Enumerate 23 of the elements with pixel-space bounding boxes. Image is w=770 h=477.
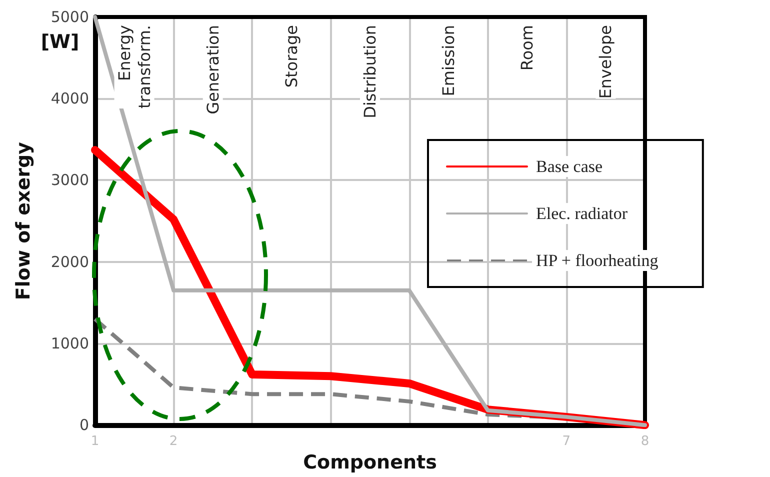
annotation: Emission xyxy=(439,25,458,96)
y-tick-label: 5000 xyxy=(50,8,89,26)
x-tick-label: 2 xyxy=(169,434,178,450)
y-tick-label: 4000 xyxy=(50,90,89,108)
legend-label: Elec. radiator xyxy=(536,204,628,223)
annotation: Energy transform. xyxy=(114,25,154,109)
x-tick-label: 8 xyxy=(640,434,650,450)
text: [W] xyxy=(40,31,80,53)
y-tick-label: 1000 xyxy=(50,334,89,352)
y-tick-label: 0 xyxy=(79,416,89,434)
x-tick-label: 7 xyxy=(562,434,571,450)
annotation: Storage xyxy=(282,25,301,88)
y-tick-label: 3000 xyxy=(50,171,89,190)
annotation: Room xyxy=(518,25,537,71)
x-axis-title: Components xyxy=(303,452,437,474)
annotation: Generation xyxy=(203,25,222,114)
x-tick-label: 1 xyxy=(90,434,100,450)
annotation: Envelope xyxy=(596,25,616,99)
legend-label: HP + floorheating xyxy=(536,251,659,270)
y-tick-label: 2000 xyxy=(50,252,89,271)
legend-label: Base case xyxy=(536,157,603,176)
annotation: Distribution xyxy=(360,25,380,118)
y-axis-title: Flow of exergy xyxy=(12,141,34,300)
